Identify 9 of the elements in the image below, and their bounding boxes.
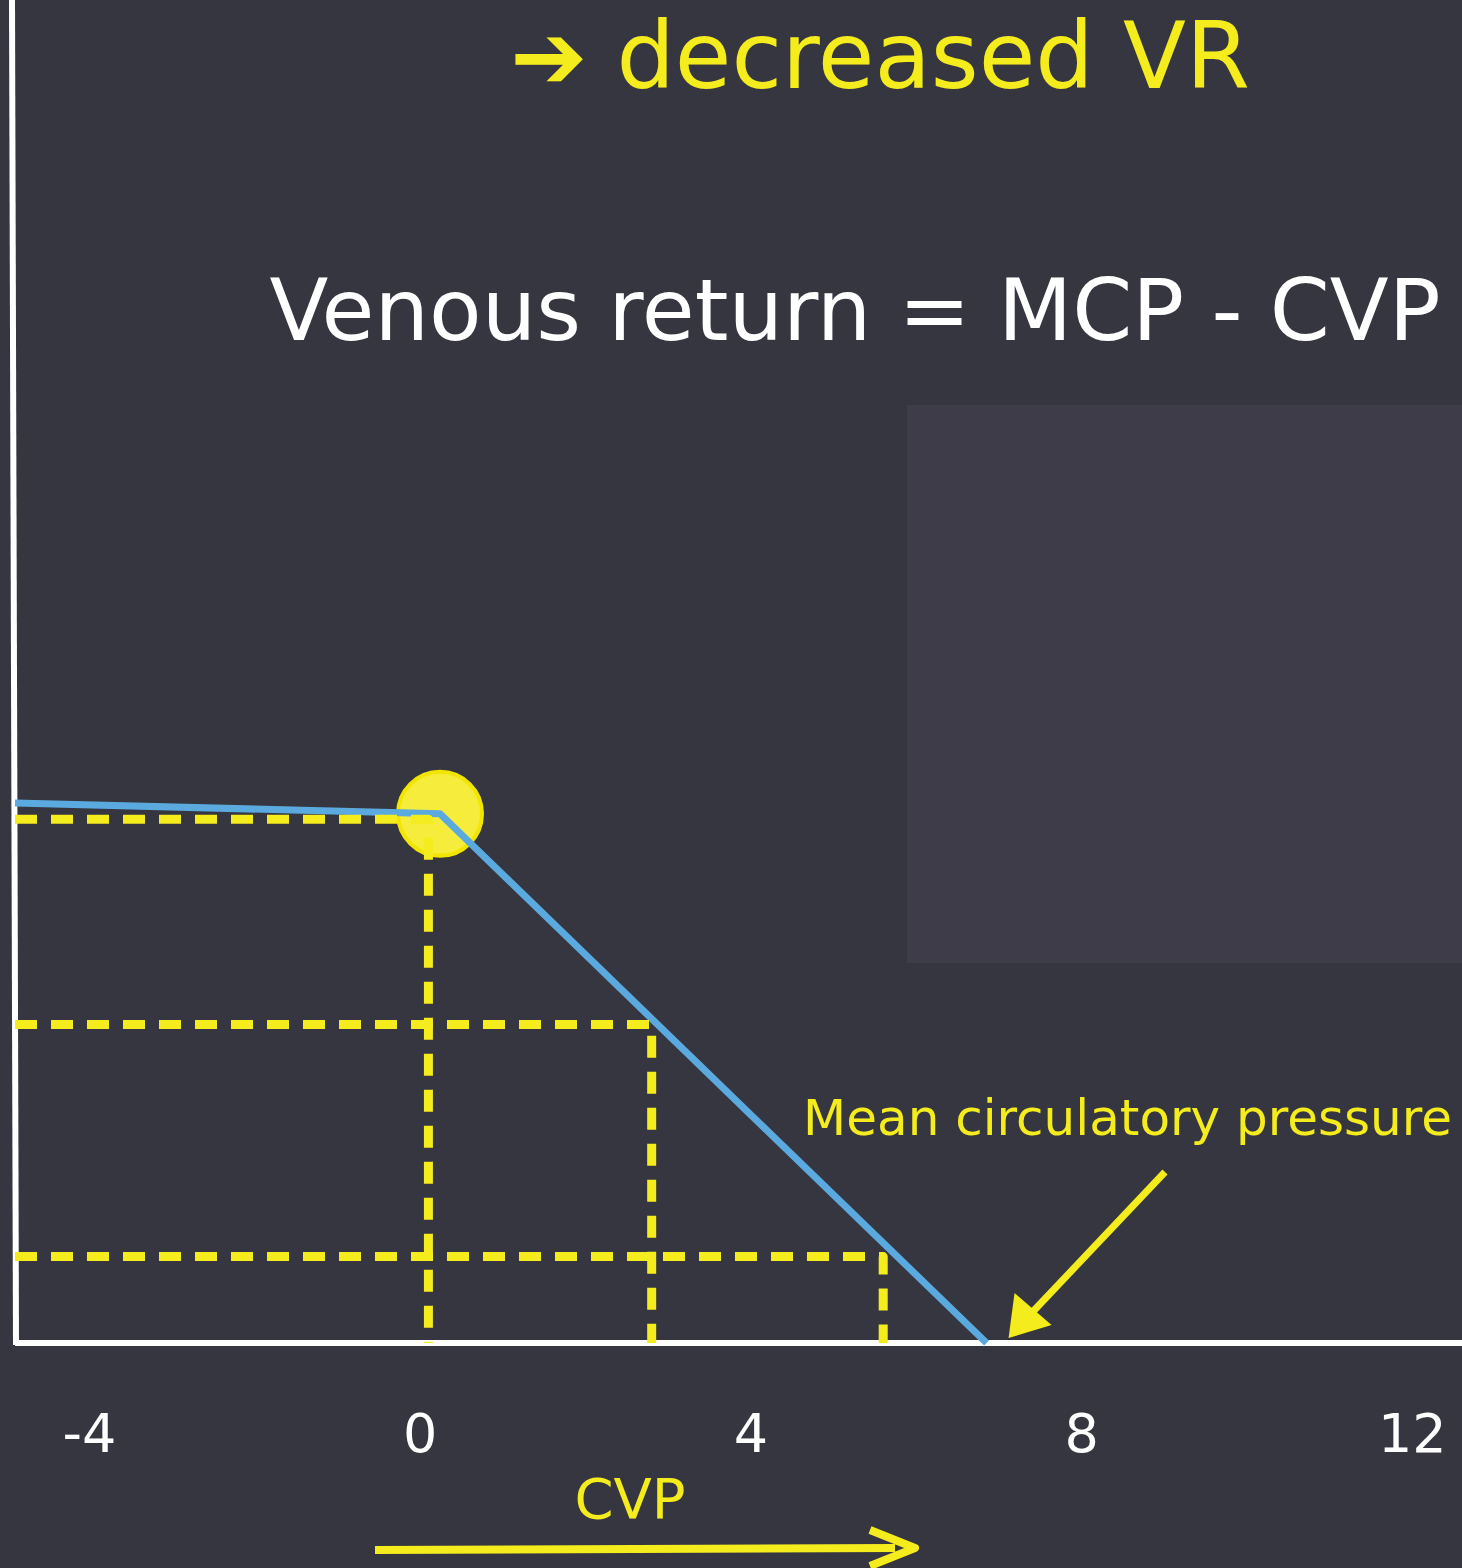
- annotation: Mean circulatory pressure: [803, 1089, 1452, 1147]
- chart-subtitle: Venous return = MCP - CVP: [269, 260, 1441, 360]
- x-tick-label: -4: [62, 1402, 117, 1465]
- x-axis-title: CVP: [574, 1466, 686, 1531]
- x-tick-label: 0: [402, 1402, 438, 1465]
- x-tick-label: 8: [1064, 1402, 1099, 1465]
- x-tick-label: 12: [1378, 1402, 1447, 1465]
- chart-title: ➔ decreased VR: [510, 3, 1250, 110]
- x-tick-label: 4: [733, 1402, 769, 1465]
